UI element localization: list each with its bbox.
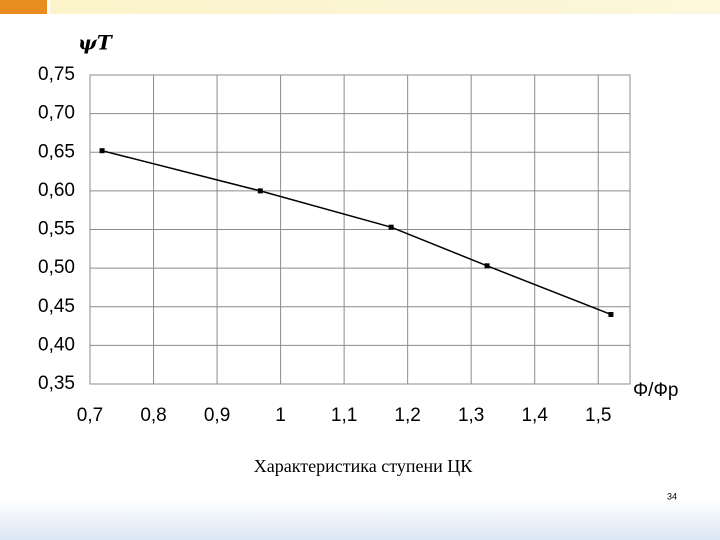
x-tick-label: 0,7 (77, 405, 103, 426)
data-point (99, 148, 105, 154)
x-tick-label: 1,3 (458, 405, 484, 426)
data-point (608, 311, 614, 317)
page-number: 34 (667, 491, 677, 501)
data-point (484, 263, 490, 269)
caption: Характеристика ступени ЦК (254, 456, 473, 476)
y-tick-label: 0,35 (38, 373, 75, 394)
x-tick-label: 1,2 (394, 405, 420, 426)
y-tick-label: 0,70 (38, 103, 75, 124)
y-tick-label: 0,75 (38, 64, 75, 85)
data-point (388, 224, 394, 230)
y-tick-label: 0,40 (38, 334, 75, 355)
x-tick-label: 1,4 (521, 405, 548, 426)
y-tick-label: 0,50 (38, 257, 75, 278)
x-tick-label: 0,8 (140, 405, 166, 426)
top-band (50, 0, 720, 14)
x-tick-label: 1,1 (331, 405, 357, 426)
data-point (257, 188, 263, 194)
x-tick-label: 0,9 (204, 405, 230, 426)
bottom-band (0, 500, 720, 540)
y-tick-label: 0,45 (38, 296, 75, 317)
x-tick-label: 1,5 (585, 405, 611, 426)
x-tick-label: 1 (275, 405, 286, 426)
plot-frame (89, 74, 631, 385)
y-axis-label: ψT (78, 31, 114, 55)
accent-block (0, 0, 47, 14)
y-tick-label: 0,60 (38, 180, 75, 201)
x-axis-label: Φ/Фр (633, 380, 678, 401)
y-tick-label: 0,55 (38, 219, 75, 240)
y-tick-label: 0,65 (38, 141, 75, 162)
